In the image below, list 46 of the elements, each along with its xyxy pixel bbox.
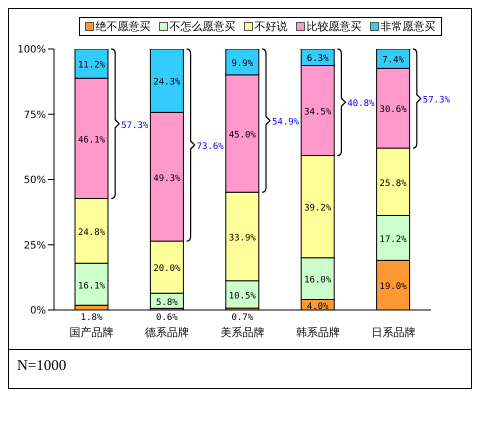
data-label: 10.5% — [228, 291, 256, 302]
data-label: 17.2% — [380, 234, 408, 245]
data-label: 7.4% — [382, 56, 405, 66]
x-tick-label: 国产品牌 — [70, 326, 114, 339]
data-label: 11.2% — [78, 60, 106, 71]
annotation: 57.3% — [121, 120, 149, 131]
y-tick-label: 25% — [24, 240, 46, 252]
x-tick-label: 美系品牌 — [220, 326, 264, 339]
data-label: 25.8% — [380, 178, 408, 189]
annotation: 54.9% — [272, 118, 300, 128]
data-label: 24.3% — [153, 78, 182, 88]
data-label: 19.0% — [380, 282, 408, 292]
data-label: 39.2% — [304, 204, 332, 214]
data-label: 30.6% — [380, 105, 408, 116]
legend-label: 不好说 — [254, 19, 288, 34]
legend-label: 非常愿意买 — [380, 19, 436, 34]
y-tick-label: 75% — [24, 110, 46, 121]
data-label: 5.8% — [156, 298, 178, 308]
data-label: 34.5% — [304, 107, 332, 118]
data-label: 20.0% — [153, 264, 182, 274]
data-label: 9.9% — [231, 58, 254, 69]
data-label: 0.6% — [156, 313, 178, 323]
annotation: 40.8% — [347, 99, 376, 110]
x-tick-label: 韩系品牌 — [296, 326, 340, 339]
x-tick-label: 日系品牌 — [371, 326, 416, 339]
data-label: 16.0% — [304, 276, 332, 286]
data-label: 4.0% — [306, 302, 330, 312]
y-tick-label: 50% — [24, 175, 46, 186]
legend-label: 绝不愿意买 — [94, 19, 150, 34]
data-label: 1.8% — [80, 313, 103, 323]
text: N=1000 — [17, 358, 68, 375]
data-label: 33.9% — [228, 234, 256, 244]
y-tick-label: 0% — [30, 306, 46, 317]
data-label: 0.7% — [231, 313, 254, 323]
data-label: 6.3% — [306, 54, 330, 64]
x-tick-label: 德系品牌 — [145, 326, 190, 339]
data-label: 24.8% — [78, 228, 106, 238]
legend-label: 比较愿意买 — [306, 19, 362, 34]
legend-label: 不怎么愿意买 — [168, 19, 236, 34]
data-label: 49.3% — [153, 174, 182, 184]
data-label: 16.1% — [78, 281, 106, 292]
annotation: 57.3% — [422, 96, 450, 106]
data-label: 45.0% — [228, 130, 256, 141]
y-tick-label: 100% — [17, 44, 46, 56]
data-label: 46.1% — [78, 135, 106, 146]
annotation: 73.6% — [196, 142, 224, 152]
